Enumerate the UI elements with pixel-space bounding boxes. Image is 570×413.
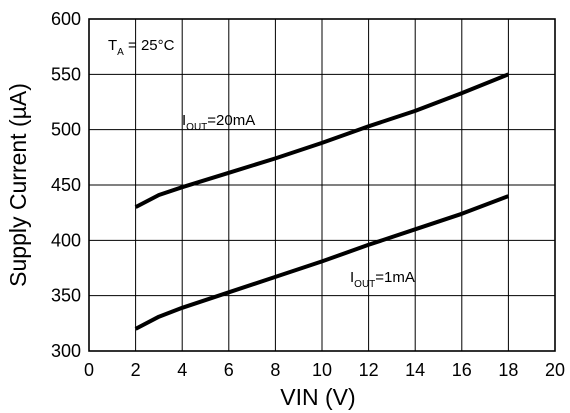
temperature-condition-label: TA = 25°C (108, 37, 175, 58)
x-tick-label: 12 (359, 360, 379, 380)
x-axis-title: VIN (V) (280, 384, 355, 410)
y-tick-label: 600 (51, 9, 81, 29)
y-tick-label: 450 (51, 175, 81, 195)
x-tick-label: 8 (270, 360, 280, 380)
y-tick-label: 500 (51, 120, 81, 140)
plot-frame (88, 18, 556, 352)
x-tick-label: 6 (224, 360, 234, 380)
x-tick-label: 14 (405, 360, 425, 380)
x-tick-label: 0 (84, 360, 94, 380)
x-tick-label: 2 (131, 360, 141, 380)
x-tick-label: 10 (312, 360, 332, 380)
gridlines (89, 19, 555, 351)
x-axis-ticks: 0 2 4 6 8 10 12 14 16 18 20 (84, 360, 565, 380)
y-tick-label: 300 (51, 341, 81, 361)
series-line-1 (134, 194, 510, 331)
series-line-0 (134, 72, 510, 209)
y-tick-label: 350 (51, 286, 81, 306)
y-axis-title: Supply Current (µA) (5, 83, 31, 287)
y-tick-label: 400 (51, 230, 81, 250)
series-label-iout-20ma: IOUT=20mA (182, 112, 255, 133)
x-tick-label: 16 (452, 360, 472, 380)
series-label-iout-1ma: IOUT=1mA (350, 269, 415, 290)
x-tick-label: 4 (177, 360, 187, 380)
x-tick-label: 20 (545, 360, 565, 380)
x-tick-label: 18 (498, 360, 518, 380)
y-axis-ticks: 300 350 400 450 500 550 600 (51, 9, 81, 361)
y-tick-label: 550 (51, 64, 81, 84)
series-lines (134, 72, 510, 331)
